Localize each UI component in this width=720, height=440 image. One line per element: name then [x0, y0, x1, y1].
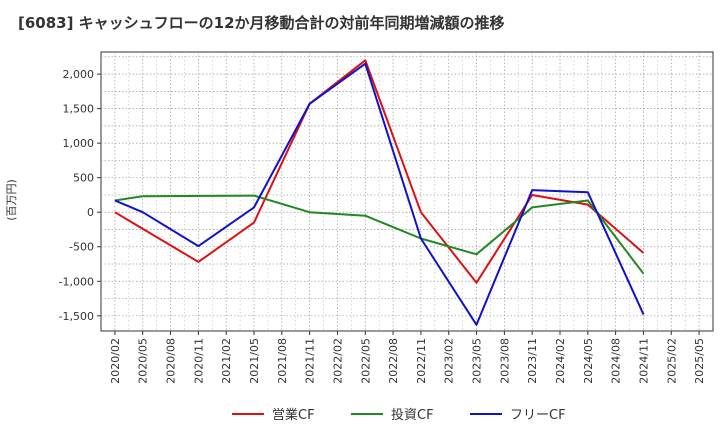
x-tick-label: 2021/02: [220, 338, 233, 384]
x-tick-label: 2023/02: [443, 338, 456, 384]
y-tick-label: 1,000: [63, 137, 95, 150]
x-tick-label: 2022/11: [415, 338, 428, 384]
y-tick-label: -500: [69, 241, 94, 254]
chart-title: [6083] キャッシュフローの12か月移動合計の対前年同期増減額の推移: [18, 14, 505, 32]
x-tick-label: 2021/08: [276, 338, 289, 384]
x-tick-label: 2022/05: [359, 338, 372, 384]
legend-label: 投資CF: [391, 407, 434, 423]
x-tick-label: 2025/05: [693, 338, 706, 384]
x-tick-label: 2020/11: [192, 338, 205, 384]
y-tick-label: 1,500: [63, 103, 95, 116]
x-tick-label: 2023/05: [471, 338, 484, 384]
legend-label: 営業CF: [272, 407, 315, 423]
series-lines: [114, 59, 645, 326]
y-tick-label: -1,500: [59, 310, 94, 323]
x-tick-label: 2024/02: [554, 338, 567, 384]
x-tick-label: 2024/08: [610, 338, 623, 384]
x-tick-label: 2020/08: [165, 338, 178, 384]
x-tick-label: 2023/11: [526, 338, 539, 384]
y-tick-label: 2,000: [63, 68, 95, 81]
series-line-営業CF: [114, 59, 645, 284]
x-tick-label: 2021/05: [248, 338, 261, 384]
x-tick-label: 2022/08: [387, 338, 400, 384]
legend-label: フリーCF: [510, 408, 566, 423]
x-tick-label: 2021/11: [304, 338, 317, 384]
y-axis: 2,000 1,500 1,000 500 0 -500 -1,000 -1,500: [59, 68, 101, 323]
y-tick-label: 500: [73, 172, 94, 185]
x-tick-label: 2023/08: [498, 338, 511, 384]
legend: 営業CF 投資CF フリーCF: [232, 407, 566, 423]
x-tick-label: 2024/11: [637, 338, 650, 384]
y-tick-label: -1,000: [59, 275, 94, 288]
y-axis-label: (百万円): [5, 179, 18, 221]
y-tick-label: 0: [87, 206, 94, 219]
x-tick-label: 2022/02: [331, 338, 344, 384]
series-line-フリーCF: [114, 62, 645, 326]
x-tick-label: 2025/02: [665, 338, 678, 384]
series-line-投資CF: [114, 194, 645, 275]
x-axis: 2020/02 2020/05 2020/08 2020/11 2021/02 2021/…: [109, 331, 706, 384]
x-tick-label: 2020/02: [109, 338, 122, 384]
x-tick-label: 2024/05: [582, 338, 595, 384]
x-tick-label: 2020/05: [137, 338, 150, 384]
